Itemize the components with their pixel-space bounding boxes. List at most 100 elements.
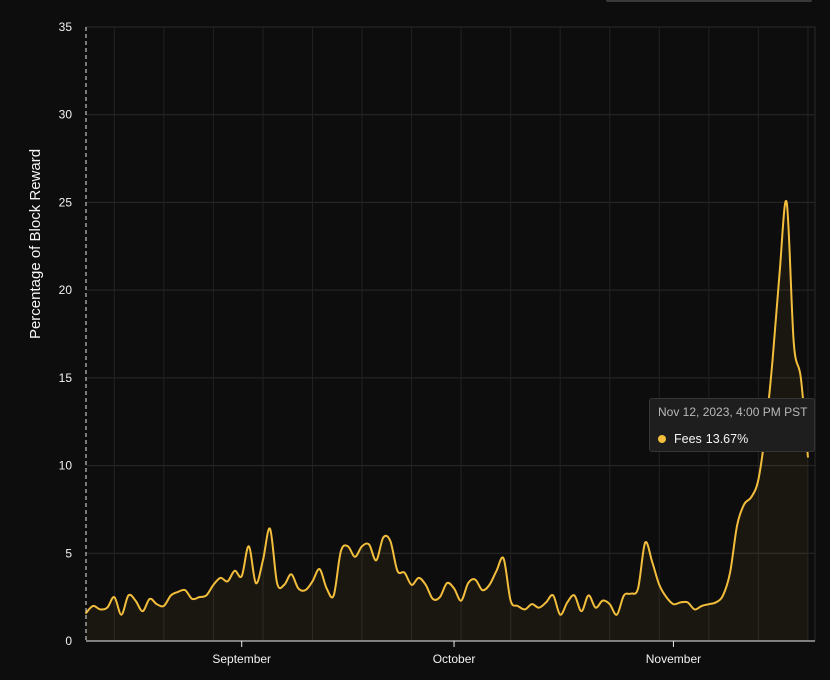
data-point <box>574 595 576 597</box>
data-point <box>651 561 653 563</box>
series-layer <box>85 199 809 641</box>
data-point <box>467 582 469 584</box>
data-point <box>644 542 646 544</box>
y-tick-label: 5 <box>65 546 72 560</box>
data-point <box>319 568 321 570</box>
data-point <box>170 595 172 597</box>
data-point <box>368 544 370 546</box>
data-point <box>390 540 392 542</box>
data-point <box>142 610 144 612</box>
data-point <box>800 377 802 379</box>
data-point <box>666 596 668 598</box>
data-point <box>807 456 809 458</box>
data-point <box>510 600 512 602</box>
data-point <box>220 577 222 579</box>
data-point <box>694 609 696 611</box>
data-point <box>128 595 130 597</box>
data-point <box>114 596 116 598</box>
data-point <box>446 582 448 584</box>
data-point <box>729 572 731 574</box>
data-point <box>496 570 498 572</box>
data-point <box>630 593 632 595</box>
data-point <box>411 584 413 586</box>
data-point <box>708 603 710 605</box>
data-point <box>347 545 349 547</box>
series-area-fees <box>86 200 808 641</box>
data-point <box>616 614 618 616</box>
data-point <box>602 600 604 602</box>
data-point <box>687 602 689 604</box>
data-point <box>198 596 200 598</box>
y-axis-label: Percentage of Block Reward <box>27 149 44 339</box>
data-point <box>772 360 774 362</box>
data-point <box>298 588 300 590</box>
data-point <box>333 595 335 597</box>
data-point <box>779 272 781 274</box>
data-point <box>404 572 406 574</box>
hover-tooltip: Nov 12, 2023, 4:00 PM PST Fees 13.67% <box>649 398 815 452</box>
y-tick-label: 10 <box>59 459 73 473</box>
data-point <box>531 603 533 605</box>
data-point <box>524 609 526 611</box>
data-point <box>566 602 568 604</box>
data-point <box>545 602 547 604</box>
data-point <box>751 496 753 498</box>
y-tick-label: 0 <box>65 634 72 648</box>
data-point <box>121 614 123 616</box>
data-point <box>156 603 158 605</box>
data-point <box>227 581 229 583</box>
data-point <box>503 558 505 560</box>
data-point <box>588 595 590 597</box>
series-dot-icon <box>658 435 666 443</box>
data-point <box>213 584 215 586</box>
y-tick-label: 35 <box>59 20 73 34</box>
data-point <box>234 570 236 572</box>
data-point <box>85 612 87 614</box>
data-point <box>489 584 491 586</box>
data-point <box>184 589 186 591</box>
data-point <box>453 588 455 590</box>
x-axis-ticks: September October November <box>212 641 701 666</box>
data-point <box>609 603 611 605</box>
data-point <box>92 605 94 607</box>
data-point <box>269 528 271 530</box>
tooltip-date: Nov 12, 2023, 4:00 PM PST <box>658 405 808 419</box>
data-point <box>312 581 314 583</box>
y-tick-label: 15 <box>59 371 73 385</box>
data-point <box>382 537 384 539</box>
data-point <box>375 560 377 562</box>
data-point <box>793 342 795 344</box>
data-point <box>673 603 675 605</box>
data-point <box>177 591 179 593</box>
data-point <box>326 588 328 590</box>
data-point <box>248 545 250 547</box>
data-point <box>786 202 788 204</box>
data-point <box>482 589 484 591</box>
data-point <box>241 575 243 577</box>
data-point <box>680 602 682 604</box>
x-tick-label: October <box>433 652 476 666</box>
y-axis-ticks: 0 5 10 15 20 25 30 35 <box>59 20 73 648</box>
data-point <box>439 596 441 598</box>
data-point <box>163 605 165 607</box>
data-point <box>559 614 561 616</box>
data-point <box>255 582 257 584</box>
data-point <box>701 605 703 607</box>
data-point <box>290 574 292 576</box>
series-line-fees <box>85 199 809 616</box>
data-point <box>658 584 660 586</box>
data-point <box>623 595 625 597</box>
data-point <box>99 609 101 611</box>
x-tick-label: September <box>212 652 271 666</box>
data-point <box>517 605 519 607</box>
data-point <box>432 598 434 600</box>
data-point <box>135 600 137 602</box>
data-point <box>305 589 307 591</box>
data-point <box>581 610 583 612</box>
tooltip-series-row: Fees 13.67% <box>658 432 748 446</box>
tooltip-series-name: Fees <box>674 432 702 446</box>
data-point <box>149 598 151 600</box>
data-point <box>715 602 717 604</box>
data-point <box>354 556 356 558</box>
